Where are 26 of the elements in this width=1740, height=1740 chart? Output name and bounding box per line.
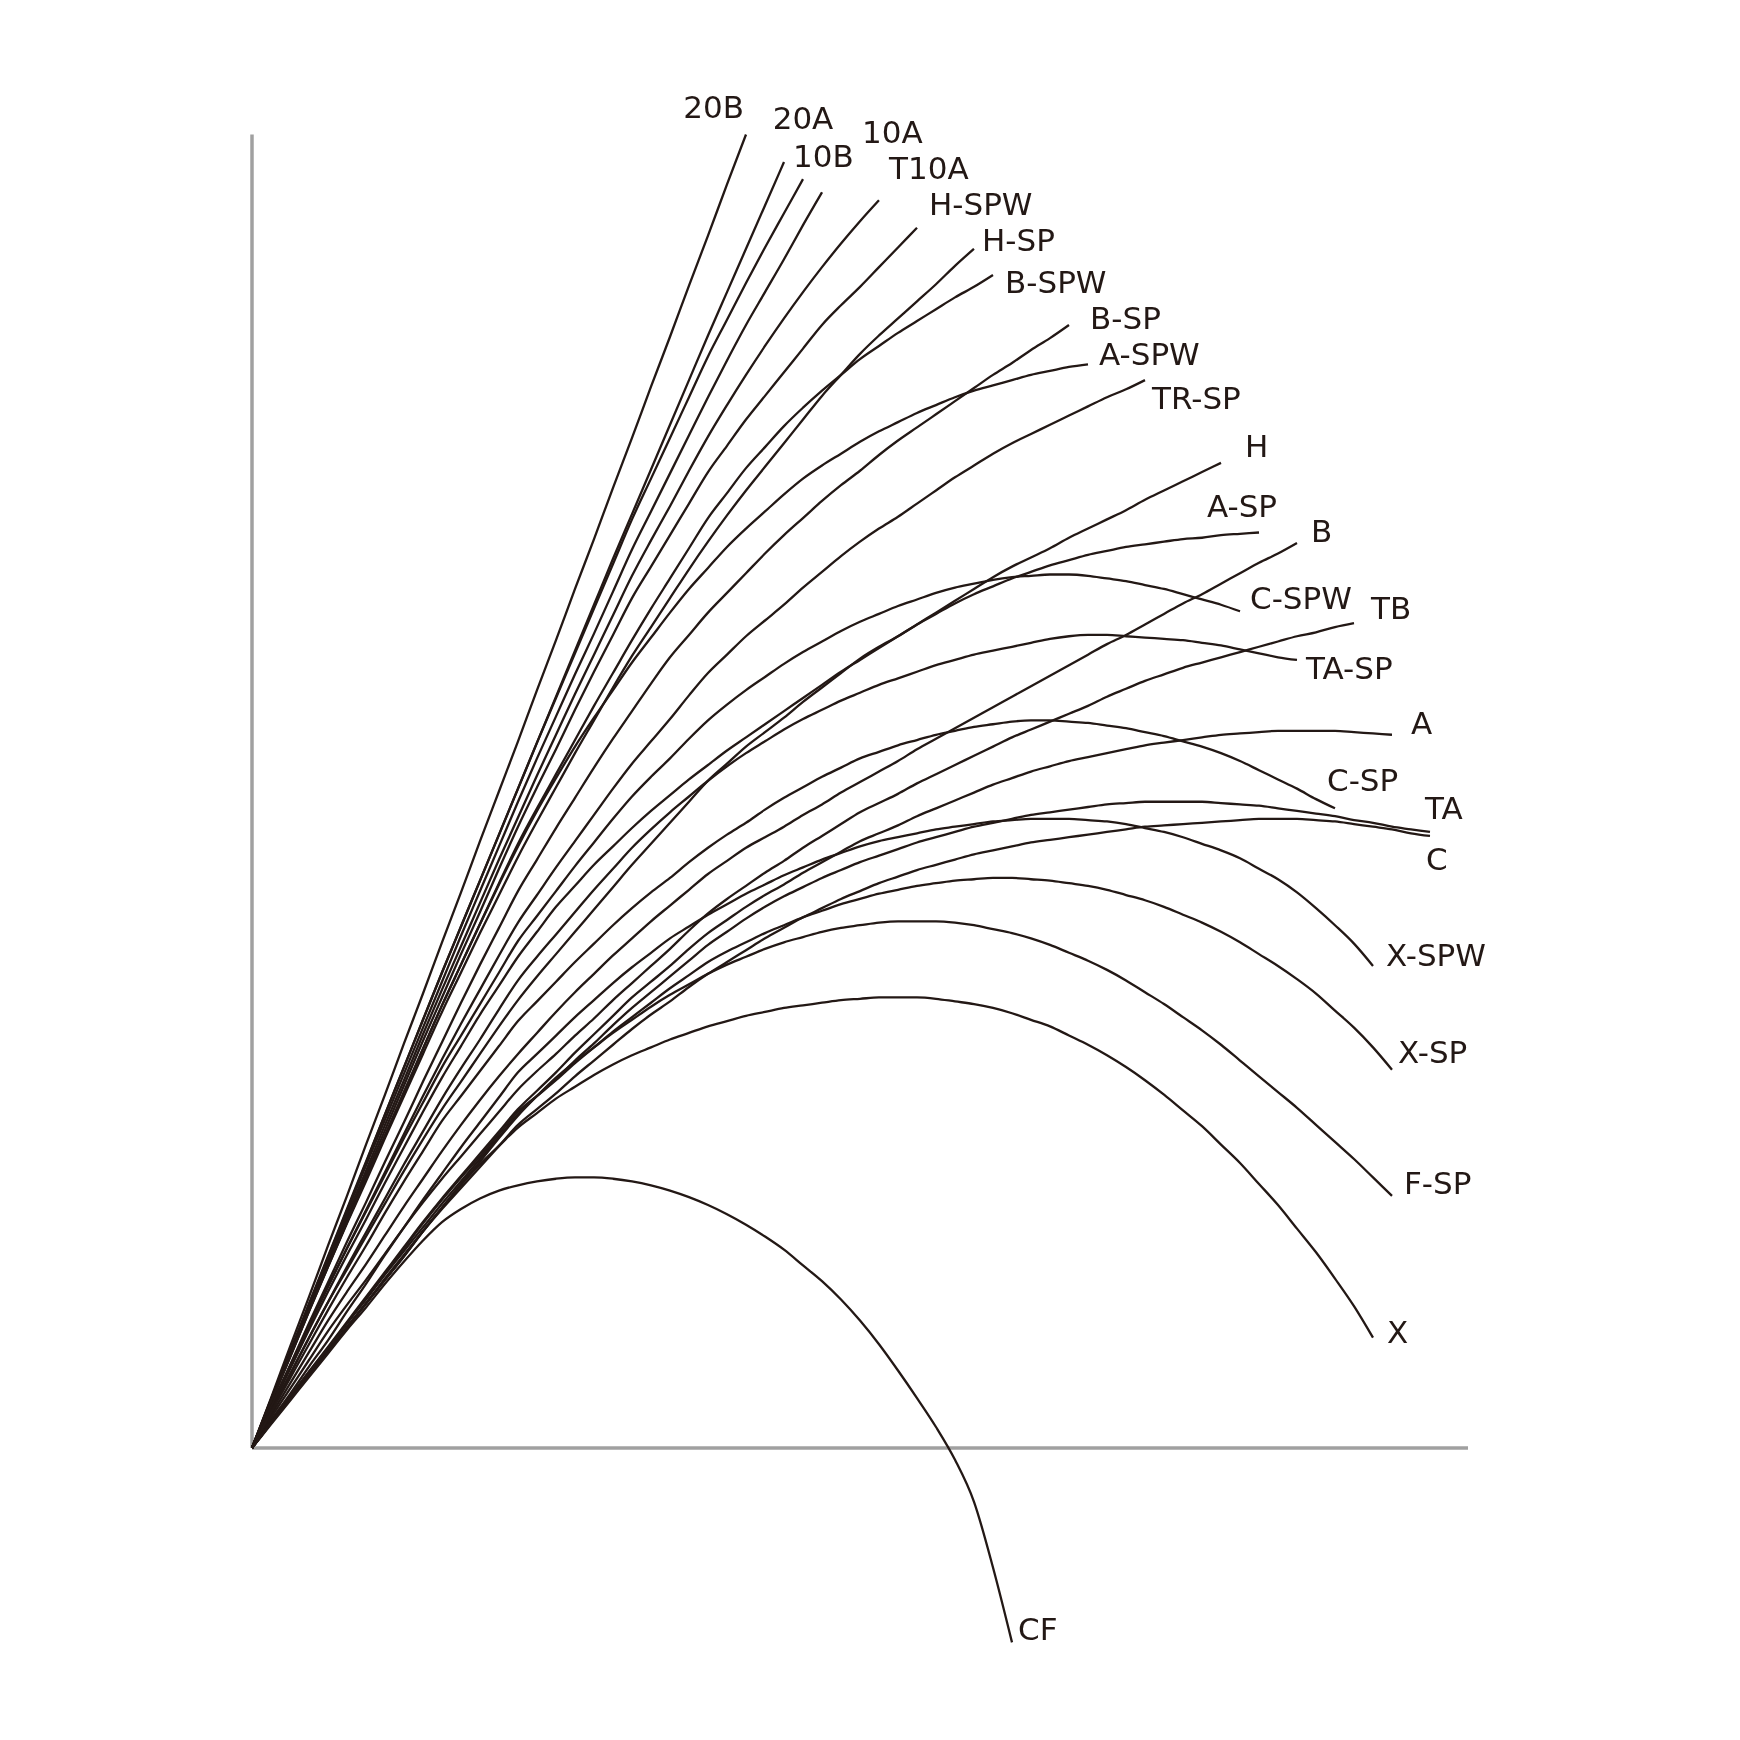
series-label: C-SPW [1250, 580, 1352, 617]
series-label: T10A [888, 150, 969, 187]
series-label: TB [1370, 590, 1412, 627]
series-label: B [1311, 513, 1333, 549]
series-label: 20B [683, 88, 744, 125]
series-label: H-SPW [929, 185, 1033, 222]
series-label: A [1411, 704, 1433, 741]
series-label: F-SP [1404, 1164, 1472, 1201]
series-label: B-SP [1090, 299, 1161, 336]
series-label: C-SP [1327, 762, 1399, 799]
series-label: 10B [793, 138, 854, 175]
series-label: X-SPW [1386, 936, 1486, 973]
series-label: H [1245, 427, 1269, 464]
series-label: X-SP [1398, 1033, 1468, 1070]
series-label: TA [1424, 789, 1463, 826]
series-label: C [1426, 840, 1448, 877]
series-label: A-SP [1206, 488, 1278, 525]
series-label: TR-SP [1151, 380, 1241, 417]
series-label: 20A [772, 100, 834, 137]
series-label: TA-SP [1305, 649, 1393, 686]
series-label: 10A [862, 114, 923, 151]
series-label: B-SPW [1005, 264, 1107, 301]
series-label: X [1387, 1313, 1409, 1350]
series-label: CF [1018, 1611, 1058, 1648]
series-label: H-SP [982, 221, 1055, 258]
series-label: A-SPW [1099, 336, 1200, 373]
